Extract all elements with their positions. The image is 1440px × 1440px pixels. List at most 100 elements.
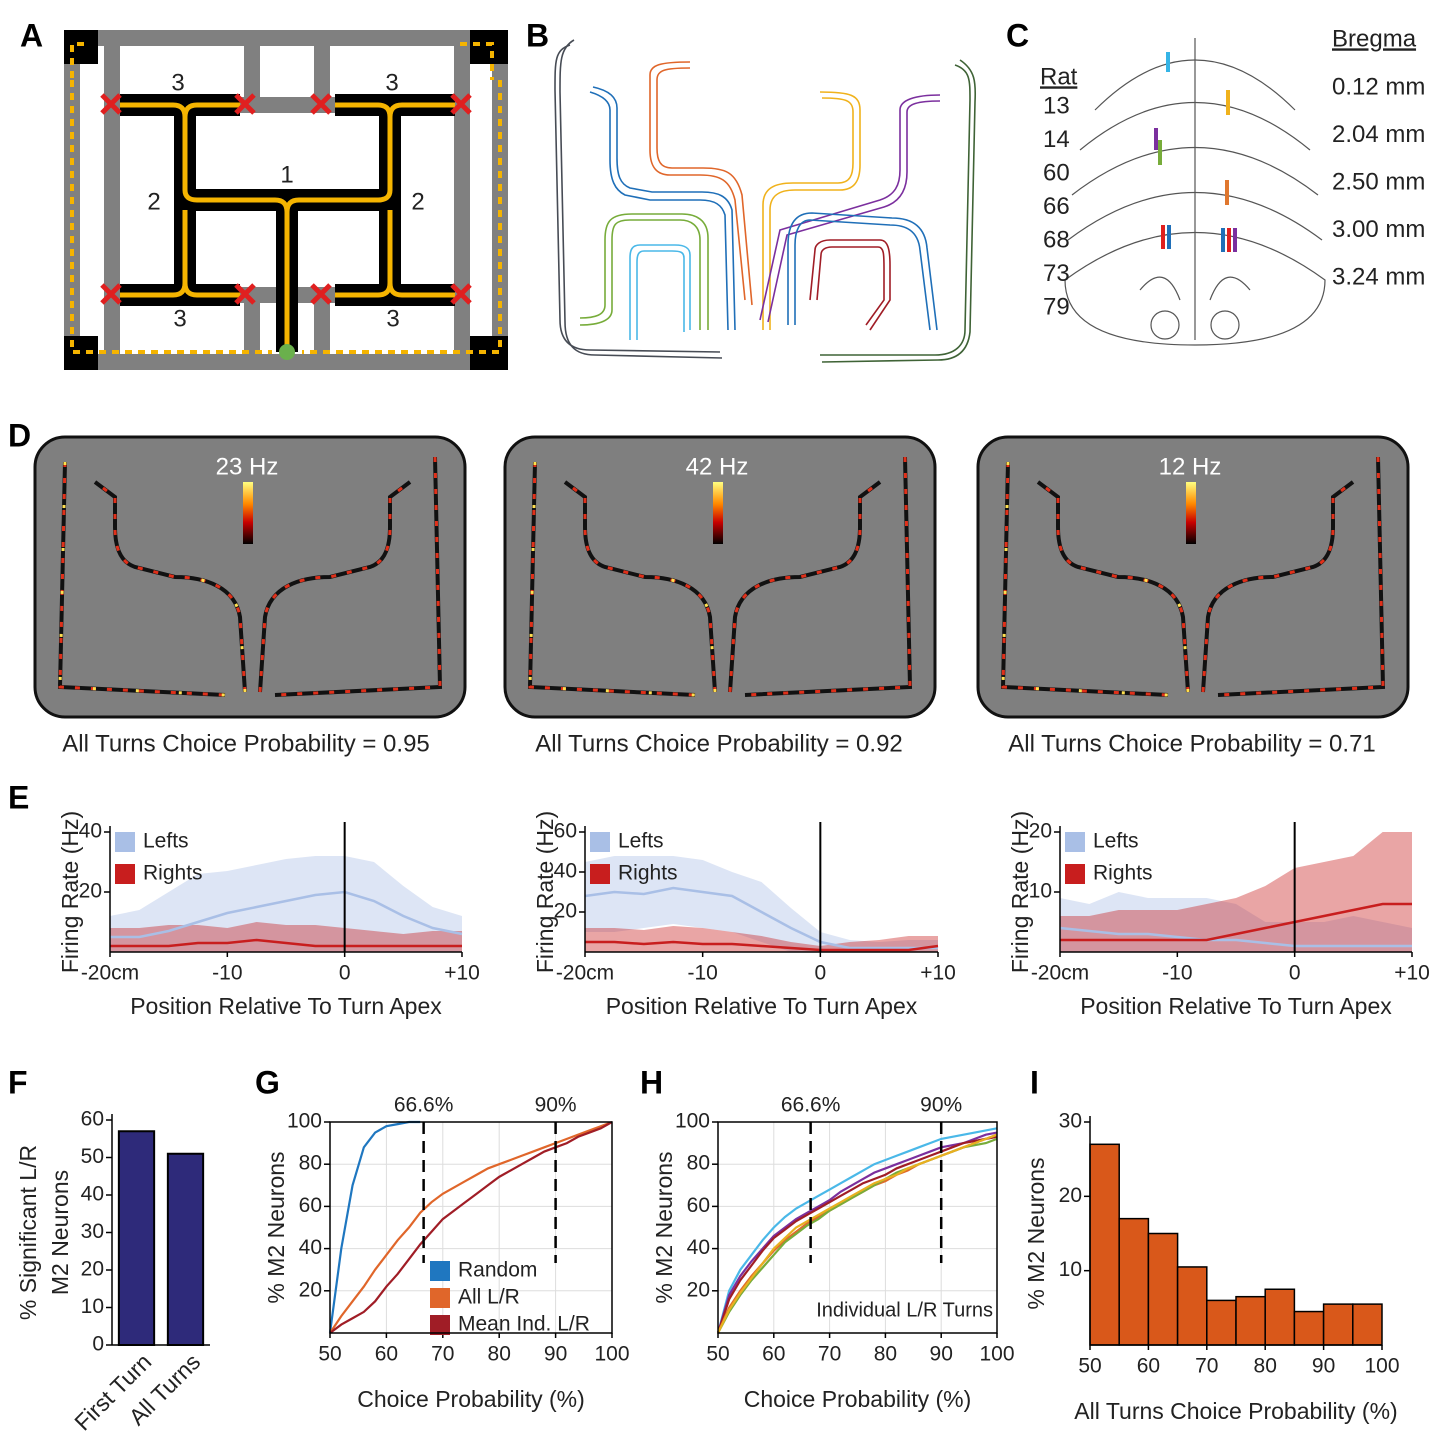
trajectories [637, 251, 684, 340]
legend-swatch [430, 1288, 450, 1308]
trajectories [580, 214, 708, 330]
x-tick-label: 80 [874, 1343, 897, 1366]
maze-label: 3 [173, 305, 186, 332]
x-tick-label: 100 [1364, 1355, 1399, 1378]
figure: A B C D E F G H I 3 3 2 1 2 3 3 [0, 0, 1440, 1440]
x-tick-label: +10 [444, 962, 480, 985]
bar [168, 1154, 203, 1345]
x-tick-label: 70 [818, 1343, 841, 1366]
y-tick-label: 40 [687, 1236, 710, 1259]
y-tick-label: 30 [1059, 1110, 1082, 1133]
annotation: Individual L/R Turns [816, 1299, 993, 1321]
rat-id: 66 [1043, 193, 1070, 220]
caption: All Turns Choice Probability = 0.92 [535, 730, 903, 757]
x-tick-label: 80 [1254, 1355, 1277, 1378]
page: A B C D E F G H I 3 3 2 1 2 3 3 [0, 0, 1440, 1440]
y-tick-label: 80 [299, 1152, 322, 1175]
trajectories [555, 40, 975, 362]
trajectories [788, 213, 937, 330]
maze [64, 30, 508, 370]
y-tick-label: 60 [687, 1194, 710, 1217]
chart: 204060-20cm-100+10Position Relative To T… [532, 811, 956, 1019]
chart: 1020-20cm-100+10Position Relative To Tur… [1007, 811, 1430, 1019]
y-axis-label: % M2 Neurons [263, 1151, 289, 1303]
x-tick-label: 50 [1078, 1355, 1101, 1378]
y-tick-label: 50 [81, 1145, 104, 1168]
maze-label: 3 [385, 69, 398, 96]
legend-label: Rights [143, 862, 203, 885]
bregma-level: 2.50 mm [1332, 168, 1425, 195]
electrode-marks [1158, 140, 1162, 165]
chart: 1020305060708090100All Turns Choice Prob… [1023, 1110, 1399, 1425]
maze-label: 2 [147, 188, 160, 215]
trajectories [820, 65, 970, 355]
trajectories [760, 95, 940, 320]
brain-sections [1065, 38, 1325, 345]
heatmap-panel [713, 482, 723, 544]
x-tick-label: -20cm [1031, 962, 1089, 985]
y-tick-label: 20 [1059, 1184, 1082, 1207]
electrode-marks [1166, 52, 1170, 72]
maze-label: 3 [386, 305, 399, 332]
panel-label: C [1006, 17, 1029, 53]
histogram-bar [1353, 1304, 1382, 1345]
maze [64, 30, 98, 64]
reference-label: 66.6% [781, 1094, 841, 1117]
reference-label: 90% [535, 1094, 577, 1117]
y-tick-label: 20 [299, 1278, 322, 1301]
x-tick-label: -20cm [556, 962, 614, 985]
y-axis-label: Firing Rate (Hz) [532, 811, 558, 973]
x-tick-label: 0 [814, 962, 826, 985]
y-tick-label: 100 [287, 1110, 322, 1133]
electrode-marks [1154, 128, 1158, 150]
x-tick-label: 50 [318, 1343, 341, 1366]
x-tick-label: 90 [1312, 1355, 1335, 1378]
reference-label: 90% [920, 1094, 962, 1117]
legend-swatch [590, 832, 610, 852]
x-axis-label: Choice Probability (%) [744, 1386, 972, 1412]
maze [120, 105, 287, 352]
x-axis-label: Position Relative To Turn Apex [606, 993, 918, 1019]
bregma-level: 3.00 mm [1332, 216, 1425, 243]
legend-label: Rights [618, 862, 678, 885]
maze-label: 1 [280, 161, 293, 188]
brain-sections [1211, 311, 1239, 339]
histogram-bar [1265, 1289, 1294, 1345]
trajectories [650, 62, 752, 305]
x-tick-label: 90 [930, 1343, 953, 1366]
y-tick-label: 40 [81, 1183, 104, 1206]
maze [279, 344, 295, 360]
electrode-marks [1226, 90, 1230, 115]
chart: 204060801005060708090100Choice Probabili… [263, 1094, 629, 1413]
histogram-bar [1236, 1297, 1265, 1345]
heatmap-panel: 42 Hz [505, 437, 935, 717]
trajectories [810, 240, 890, 330]
legend-swatch [1065, 864, 1085, 884]
x-tick-label: 70 [431, 1343, 454, 1366]
y-axis-label: % Significant L/R [15, 1145, 41, 1320]
x-tick-label: 50 [706, 1343, 729, 1366]
y-tick-label: 20 [687, 1278, 710, 1301]
x-tick-label: 70 [1195, 1355, 1218, 1378]
x-tick-label: 90 [544, 1343, 567, 1366]
legend-label: All L/R [458, 1286, 520, 1309]
panel-label: H [640, 1064, 663, 1100]
histogram-bar [1324, 1304, 1353, 1345]
y-tick-label: 10 [81, 1295, 104, 1318]
electrode-marks [1221, 228, 1225, 252]
y-tick-label: 20 [81, 1258, 104, 1281]
electrode-marks [1227, 228, 1231, 252]
maze-label: 3 [171, 69, 184, 96]
x-tick-label: 100 [594, 1343, 629, 1366]
caption: All Turns Choice Probability = 0.71 [1008, 730, 1376, 757]
chart: 204060801005060708090100Choice Probabili… [651, 1094, 1014, 1413]
electrode-marks [1225, 180, 1229, 205]
legend-label: Random [458, 1259, 537, 1282]
y-axis-label: Firing Rate (Hz) [1007, 811, 1033, 973]
bregma-level: 0.12 mm [1332, 73, 1425, 100]
maze [120, 105, 455, 352]
panel-label: B [526, 17, 549, 53]
maze [470, 30, 508, 64]
chart: 2040-20cm-100+10Position Relative To Tur… [57, 811, 480, 1019]
